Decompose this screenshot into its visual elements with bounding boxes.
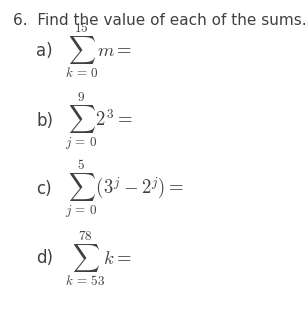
- Text: $\sum_{k\,=\,53}^{78}k=$: $\sum_{k\,=\,53}^{78}k=$: [65, 229, 132, 288]
- Text: c): c): [36, 180, 52, 198]
- Text: a): a): [36, 42, 53, 60]
- Text: 6.  Find the value of each of the sums.: 6. Find the value of each of the sums.: [13, 13, 305, 28]
- Text: b): b): [36, 112, 53, 130]
- Text: $\sum_{j\,=\,0}^{9}2^{3}=$: $\sum_{j\,=\,0}^{9}2^{3}=$: [65, 90, 133, 151]
- Text: $\sum_{j\,=\,0}^{5}(3^{j}-2^{j})=$: $\sum_{j\,=\,0}^{5}(3^{j}-2^{j})=$: [65, 158, 184, 220]
- Text: d): d): [36, 249, 53, 267]
- Text: $\sum_{k\,=\,0}^{15}m=$: $\sum_{k\,=\,0}^{15}m=$: [65, 22, 132, 81]
